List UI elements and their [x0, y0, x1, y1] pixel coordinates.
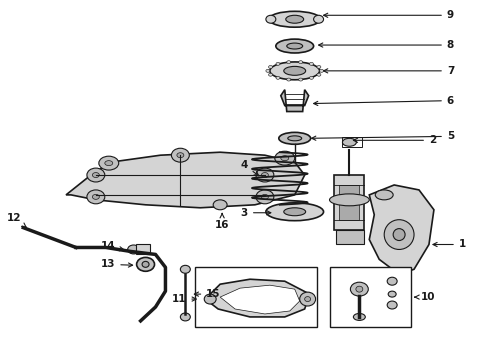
Ellipse shape: [299, 78, 303, 81]
Bar: [196, 267, 317, 327]
Text: 16: 16: [215, 213, 229, 230]
Polygon shape: [205, 279, 310, 317]
Bar: [337, 230, 365, 244]
Ellipse shape: [261, 172, 269, 177]
Text: 3: 3: [241, 208, 271, 218]
Bar: [329, 267, 411, 327]
Text: 4: 4: [241, 160, 259, 176]
Ellipse shape: [288, 136, 302, 141]
Ellipse shape: [299, 60, 303, 64]
Ellipse shape: [269, 11, 320, 27]
Ellipse shape: [387, 301, 397, 309]
Ellipse shape: [137, 257, 154, 271]
Ellipse shape: [387, 277, 397, 285]
Text: 14: 14: [101, 242, 124, 252]
Text: 8: 8: [318, 40, 454, 50]
Ellipse shape: [287, 60, 291, 64]
Text: 12: 12: [6, 213, 26, 227]
Ellipse shape: [93, 172, 99, 177]
Polygon shape: [281, 90, 309, 112]
Ellipse shape: [317, 66, 321, 68]
Ellipse shape: [276, 62, 280, 66]
Ellipse shape: [172, 148, 189, 162]
Bar: [343, 137, 362, 147]
Ellipse shape: [353, 314, 366, 320]
Ellipse shape: [393, 229, 405, 240]
Ellipse shape: [356, 286, 363, 292]
Ellipse shape: [128, 245, 140, 254]
Text: 7: 7: [323, 66, 454, 76]
Polygon shape: [66, 152, 305, 208]
Ellipse shape: [256, 190, 274, 204]
Ellipse shape: [305, 297, 311, 302]
Ellipse shape: [317, 73, 321, 76]
Ellipse shape: [180, 265, 190, 273]
Ellipse shape: [93, 194, 99, 199]
Ellipse shape: [269, 73, 272, 76]
Ellipse shape: [284, 66, 306, 75]
Ellipse shape: [276, 39, 314, 53]
Ellipse shape: [276, 76, 280, 79]
Ellipse shape: [310, 62, 314, 66]
Ellipse shape: [388, 291, 396, 297]
Text: 1: 1: [433, 239, 466, 249]
Ellipse shape: [87, 190, 105, 204]
Ellipse shape: [87, 168, 105, 182]
Ellipse shape: [266, 203, 323, 221]
Ellipse shape: [105, 161, 113, 166]
Ellipse shape: [284, 208, 306, 216]
Text: 5: 5: [312, 131, 454, 141]
Ellipse shape: [300, 292, 316, 306]
Text: 9: 9: [323, 10, 454, 20]
Ellipse shape: [329, 194, 369, 206]
Text: 11: 11: [172, 294, 196, 304]
Ellipse shape: [266, 15, 276, 23]
Bar: [335, 175, 365, 230]
Ellipse shape: [256, 168, 274, 182]
Ellipse shape: [279, 132, 311, 144]
Ellipse shape: [343, 138, 356, 146]
Ellipse shape: [99, 156, 119, 170]
Bar: [340, 185, 359, 220]
Text: 15: 15: [195, 289, 220, 299]
Ellipse shape: [375, 190, 393, 200]
Text: 2: 2: [353, 135, 436, 145]
Ellipse shape: [269, 66, 272, 68]
Ellipse shape: [261, 194, 269, 199]
Ellipse shape: [350, 282, 368, 296]
Ellipse shape: [177, 153, 184, 158]
Text: 10: 10: [415, 292, 436, 302]
Ellipse shape: [213, 200, 227, 210]
Bar: [136, 244, 149, 255]
Ellipse shape: [287, 78, 291, 81]
Ellipse shape: [281, 156, 289, 161]
Text: 13: 13: [101, 259, 133, 269]
Ellipse shape: [270, 62, 319, 80]
Ellipse shape: [275, 151, 294, 165]
Ellipse shape: [180, 313, 190, 321]
Ellipse shape: [204, 294, 216, 304]
Ellipse shape: [314, 15, 323, 23]
Ellipse shape: [266, 69, 270, 72]
Ellipse shape: [319, 69, 323, 72]
Ellipse shape: [384, 220, 414, 249]
Ellipse shape: [287, 43, 303, 49]
Ellipse shape: [310, 76, 314, 79]
Polygon shape: [369, 185, 434, 274]
Ellipse shape: [142, 261, 149, 267]
Polygon shape: [220, 285, 300, 314]
Text: 6: 6: [314, 96, 454, 105]
Ellipse shape: [286, 15, 304, 23]
